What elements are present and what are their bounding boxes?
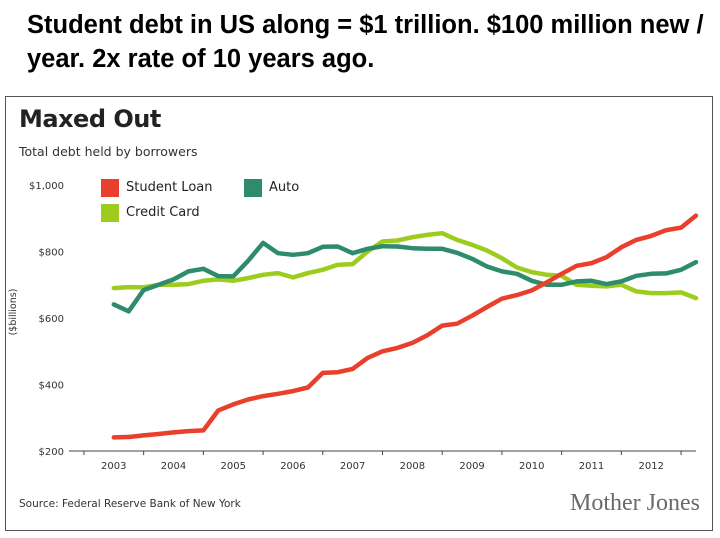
x-tick-label: 2011: [579, 461, 604, 472]
x-tick-label: 2010: [519, 461, 544, 472]
y-tick-label: $400: [39, 381, 64, 392]
series-line-student-loan: [111, 213, 699, 440]
source-note: Source: Federal Reserve Bank of New York: [19, 498, 241, 510]
x-tick-label: 2004: [161, 461, 186, 472]
legend-label-student-loan: Student Loan: [126, 180, 213, 195]
series-line-credit-card: [111, 230, 699, 301]
x-tick-label: 2006: [280, 461, 305, 472]
y-tick-label: $600: [39, 314, 64, 325]
legend-swatch-student-loan: [101, 179, 119, 197]
chart-title: Maxed Out: [19, 105, 161, 133]
chart-frame: Maxed Out Total debt held by borrowers S…: [5, 96, 713, 531]
x-tick-label: 2009: [459, 461, 484, 472]
legend-label-auto: Auto: [269, 180, 300, 195]
y-tick-label: $200: [39, 447, 64, 458]
series-line-auto: [111, 240, 699, 314]
legend-label-credit-card: Credit Card: [126, 205, 200, 220]
chart-subtitle: Total debt held by borrowers: [19, 144, 198, 159]
line-chart: 2003 2004 2005 2006 2007 2008 2009 2010 2011 2012…: [29, 181, 699, 472]
slide-title: Student debt in US along = $1 trillion. …: [27, 11, 704, 73]
y-tick-label: $1,000: [29, 181, 64, 192]
x-tick-label: 2008: [400, 461, 425, 472]
x-tick-label: 2003: [101, 461, 126, 472]
brand-logo: Mother Jones: [570, 490, 700, 516]
x-tick-label: 2005: [220, 461, 245, 472]
x-tick-label: 2007: [340, 461, 365, 472]
x-tick-label: 2012: [638, 461, 663, 472]
legend-swatch-auto: [244, 179, 262, 197]
legend-swatch-credit-card: [101, 204, 119, 222]
y-tick-label: $800: [39, 248, 64, 259]
